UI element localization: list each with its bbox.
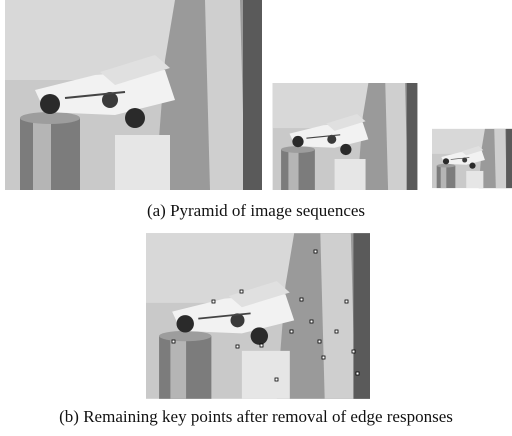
figure: (a) Pyramid of image sequences (b) Remai… <box>0 0 512 436</box>
image-level-1 <box>5 0 262 190</box>
caption-a: (a) Pyramid of image sequences <box>0 201 512 221</box>
image-keypoints <box>146 233 370 399</box>
image-level-3 <box>432 129 512 188</box>
image-level-2 <box>273 83 418 190</box>
caption-b: (b) Remaining key points after removal o… <box>0 407 512 427</box>
